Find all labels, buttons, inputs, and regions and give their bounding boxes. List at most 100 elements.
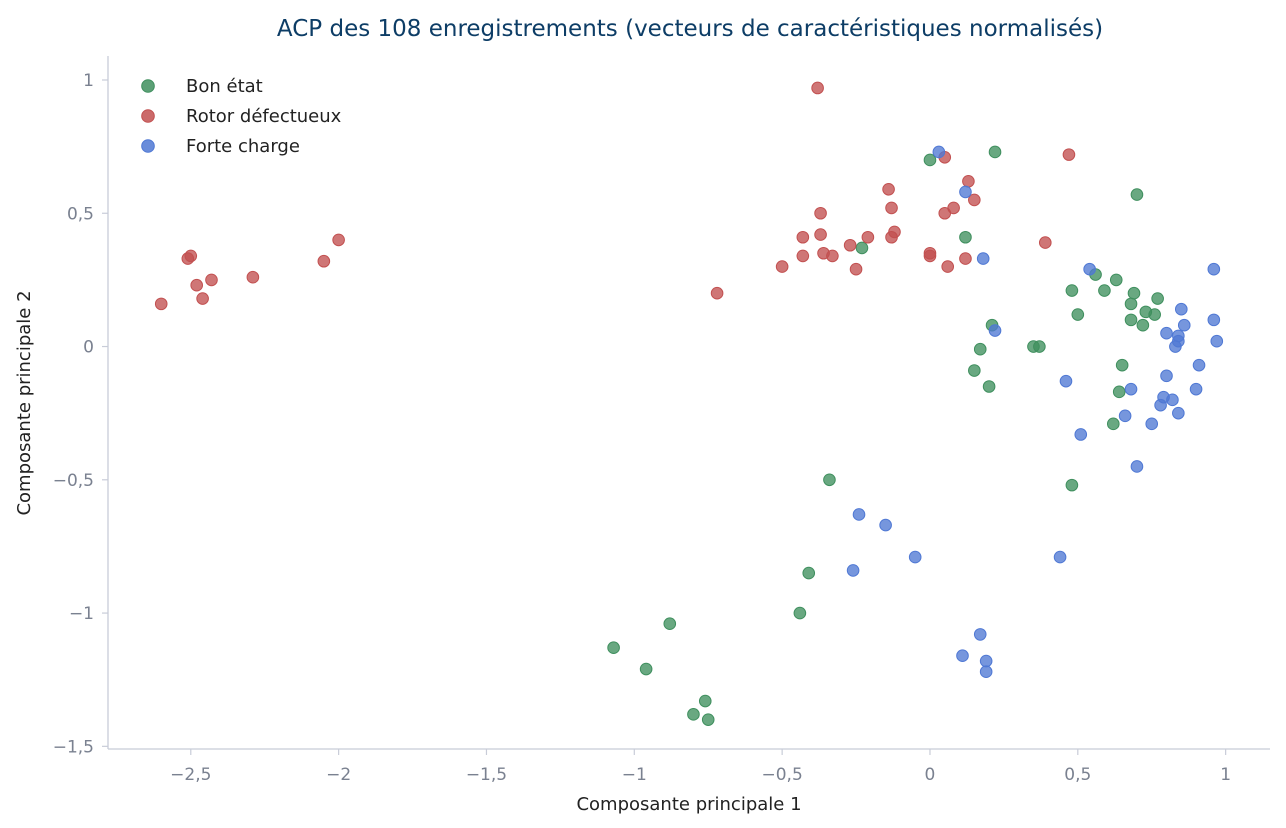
data-point-series-1	[1151, 292, 1164, 305]
data-point-series-2	[885, 230, 898, 244]
data-point-series-1	[701, 713, 715, 726]
data-point-series-2	[885, 201, 898, 215]
x-tick-label: −2	[326, 765, 351, 785]
data-point-series-2	[796, 249, 810, 263]
data-point-series-3	[1053, 550, 1067, 564]
data-point-series-2	[196, 292, 209, 305]
data-point-series-3	[932, 145, 946, 159]
legend-marker	[141, 139, 155, 153]
data-point-series-1	[1124, 313, 1138, 327]
data-point-series-3	[1177, 318, 1191, 332]
data-point-series-3	[1174, 302, 1188, 316]
legend-label: Bon état	[186, 76, 263, 97]
data-point-series-1	[1127, 286, 1141, 300]
data-point-series-2	[826, 249, 839, 263]
data-point-series-2	[941, 260, 955, 273]
data-point-series-2	[962, 174, 975, 188]
data-point-series-2	[849, 262, 863, 276]
data-point-series-3	[973, 628, 987, 641]
data-point-series-1	[1109, 273, 1123, 287]
y-tick-label: −0,5	[53, 471, 94, 491]
x-tick-label: −1,5	[466, 765, 507, 785]
data-point-series-3	[1166, 393, 1179, 407]
data-point-series-1	[1033, 340, 1046, 353]
data-point-series-3	[1160, 326, 1173, 340]
data-point-series-1	[1115, 358, 1129, 372]
data-point-series-2	[959, 252, 972, 265]
data-point-series-2	[814, 228, 827, 241]
data-point-series-1	[1124, 297, 1138, 311]
data-point-series-3	[1154, 398, 1167, 412]
data-point-series-2	[1038, 236, 1052, 249]
data-point-series-1	[687, 708, 700, 721]
data-point-series-3	[1169, 340, 1182, 353]
data-point-series-2	[843, 238, 857, 252]
data-point-series-1	[1148, 308, 1161, 321]
data-point-series-3	[846, 564, 860, 577]
chart-title: ACP des 108 enregistrements (vecteurs de…	[277, 16, 1103, 42]
data-point-series-1	[802, 566, 816, 580]
data-point-series-3	[1130, 460, 1144, 473]
data-point-series-2	[710, 286, 724, 300]
data-point-series-2	[814, 206, 827, 220]
data-point-series-3	[956, 649, 969, 663]
y-tick-label: −1	[69, 604, 94, 624]
data-point-series-3	[879, 518, 892, 532]
x-tick-label: −1	[622, 765, 647, 785]
data-point-series-3	[1160, 369, 1173, 383]
data-point-series-2	[317, 254, 331, 268]
data-point-series-1	[1130, 188, 1144, 201]
x-tick-label: 0	[925, 765, 936, 785]
data-point-series-1	[823, 473, 836, 487]
data-point-series-2	[775, 260, 789, 273]
data-point-series-3	[979, 665, 993, 679]
data-point-series-3	[1207, 262, 1221, 276]
x-tick-label: −2,5	[170, 765, 211, 785]
data-point-series-3	[1210, 334, 1224, 348]
legend-label: Forte charge	[186, 136, 300, 157]
data-point-series-3	[1059, 374, 1073, 388]
legend-label: Rotor défectueux	[186, 106, 342, 127]
y-tick-label: 0,5	[67, 204, 94, 224]
data-point-series-2	[184, 249, 198, 263]
data-point-series-1	[968, 364, 981, 377]
data-point-series-3	[1118, 409, 1132, 423]
data-point-series-2	[246, 270, 260, 284]
data-point-series-2	[861, 230, 875, 244]
x-axis-label: Composante principale 1	[576, 794, 801, 815]
data-point-series-3	[1145, 417, 1159, 431]
data-point-series-1	[982, 380, 996, 393]
data-point-series-1	[663, 617, 677, 631]
data-point-series-2	[811, 81, 824, 95]
plot-area	[154, 81, 1224, 726]
data-point-series-2	[882, 182, 895, 196]
data-point-series-2	[154, 297, 168, 311]
legend-marker	[141, 79, 155, 93]
x-tick-label: 0,5	[1064, 765, 1091, 785]
data-point-series-1	[973, 342, 987, 356]
data-point-series-3	[1124, 382, 1138, 396]
y-tick-label: 0	[83, 338, 94, 358]
data-point-series-2	[796, 230, 810, 244]
data-point-series-1	[1065, 284, 1079, 297]
data-point-series-3	[1083, 262, 1096, 276]
legend-marker	[141, 109, 155, 123]
legend: Bon état Rotor défectueux Forte charge	[141, 76, 342, 157]
data-point-series-3	[1192, 358, 1206, 372]
x-tick-label: 1	[1220, 765, 1231, 785]
data-point-series-2	[190, 278, 204, 292]
data-point-series-2	[205, 273, 218, 287]
data-point-series-2	[938, 206, 952, 220]
data-point-series-1	[959, 230, 972, 244]
data-point-series-1	[988, 145, 1002, 159]
data-point-series-1	[793, 606, 807, 620]
data-point-series-3	[908, 550, 922, 564]
data-point-series-3	[959, 185, 972, 199]
x-axis-ticks: −2,5 −2 −1,5 −1 −0,5 0 0,5 1	[170, 749, 1231, 785]
data-point-series-3	[1207, 313, 1221, 327]
data-point-series-3	[988, 324, 1002, 337]
data-point-series-3	[979, 654, 993, 668]
data-point-series-1	[1112, 385, 1126, 399]
x-tick-label: −0,5	[761, 765, 802, 785]
